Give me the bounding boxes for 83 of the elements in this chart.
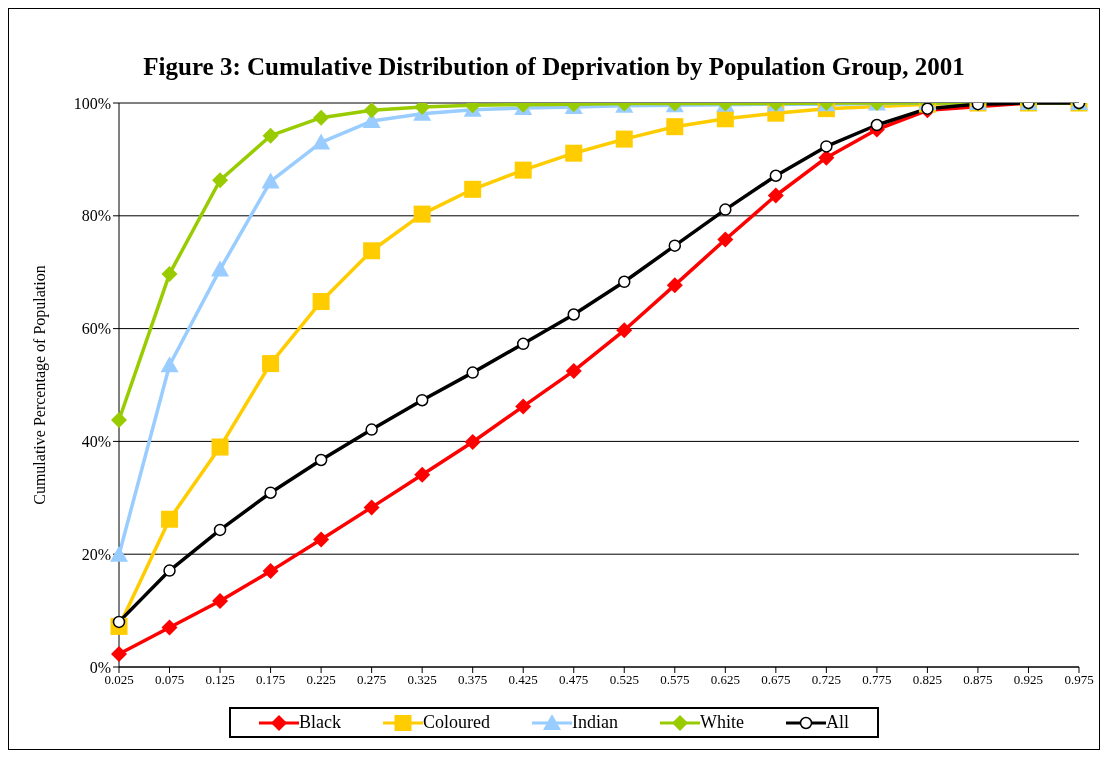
point <box>565 362 582 379</box>
x-tick-label: 0.275 <box>357 672 387 688</box>
point <box>365 423 378 436</box>
x-tick-label: 0.925 <box>1013 672 1044 688</box>
point <box>767 187 784 204</box>
point <box>212 172 229 189</box>
y-axis-title: Cumulative Percentage of Population <box>30 265 49 505</box>
legend-label: Black <box>299 712 341 733</box>
x-tick-label: 0.325 <box>407 672 437 688</box>
point <box>363 499 380 516</box>
x-tick-label: 0.225 <box>306 672 336 688</box>
point <box>666 277 683 294</box>
x-tick-label: 0.725 <box>811 672 841 688</box>
x-tick-label: 0.125 <box>205 672 235 688</box>
point <box>212 593 229 610</box>
y-tick-label: 60% <box>81 320 111 338</box>
x-tick-label: 0.825 <box>912 672 943 688</box>
point <box>464 433 481 450</box>
point <box>363 103 380 119</box>
point <box>565 144 583 162</box>
point <box>110 545 128 562</box>
point <box>211 438 229 456</box>
point <box>870 118 884 132</box>
point <box>616 322 633 339</box>
point <box>211 260 230 277</box>
point <box>111 411 127 428</box>
x-tick-label: 0.775 <box>862 672 892 688</box>
point <box>363 242 381 260</box>
y-tick-label: 20% <box>81 545 111 563</box>
x-tick-label: 0.375 <box>458 672 488 688</box>
point <box>213 523 227 537</box>
point <box>112 615 126 629</box>
point <box>618 275 631 289</box>
point <box>313 531 330 548</box>
x-tick-label: 0.875 <box>963 672 993 688</box>
point <box>264 486 277 499</box>
point <box>717 231 734 248</box>
y-tick-label: 100% <box>73 94 111 112</box>
point <box>314 453 328 467</box>
point <box>668 239 682 252</box>
x-tick-label: 0.975 <box>1064 672 1094 688</box>
legend-label: White <box>699 712 744 733</box>
point <box>820 140 833 153</box>
point <box>163 564 176 577</box>
x-tick-label: 0.475 <box>559 672 589 688</box>
x-tick-label: 0.625 <box>710 672 740 688</box>
point <box>413 205 431 223</box>
point <box>313 109 330 126</box>
point <box>262 127 279 144</box>
point <box>262 355 280 373</box>
point <box>719 203 732 216</box>
point <box>111 646 127 663</box>
point <box>567 308 580 321</box>
y-tick-label: 40% <box>81 433 111 451</box>
chart-title: Figure 3: Cumulative Distribution of Deprivation by Population Group, 2001 <box>142 53 966 82</box>
x-tick-label: 0.675 <box>761 672 791 688</box>
point <box>464 180 482 198</box>
point <box>261 172 280 189</box>
point <box>615 130 633 148</box>
point <box>262 563 279 580</box>
x-tick-label: 0.525 <box>609 672 639 688</box>
legend-label: Coloured <box>423 712 490 733</box>
point <box>161 265 178 282</box>
x-tick-label: 0.425 <box>508 672 538 688</box>
point <box>414 466 431 483</box>
point <box>666 118 684 136</box>
point <box>161 619 178 636</box>
x-tick-label: 0.075 <box>154 672 185 688</box>
point <box>466 366 479 379</box>
point <box>160 356 179 373</box>
legend-label: Indian <box>572 712 618 733</box>
point <box>769 169 783 183</box>
point <box>161 510 179 528</box>
x-tick-label: 0.175 <box>255 672 286 688</box>
point <box>516 337 530 351</box>
point <box>515 398 532 415</box>
point <box>312 293 330 311</box>
point <box>312 133 331 150</box>
legend-label: All <box>825 712 849 733</box>
point <box>415 393 429 407</box>
x-tick-label: 0.575 <box>660 672 690 688</box>
y-tick-label: 80% <box>81 207 111 225</box>
point <box>514 161 532 179</box>
